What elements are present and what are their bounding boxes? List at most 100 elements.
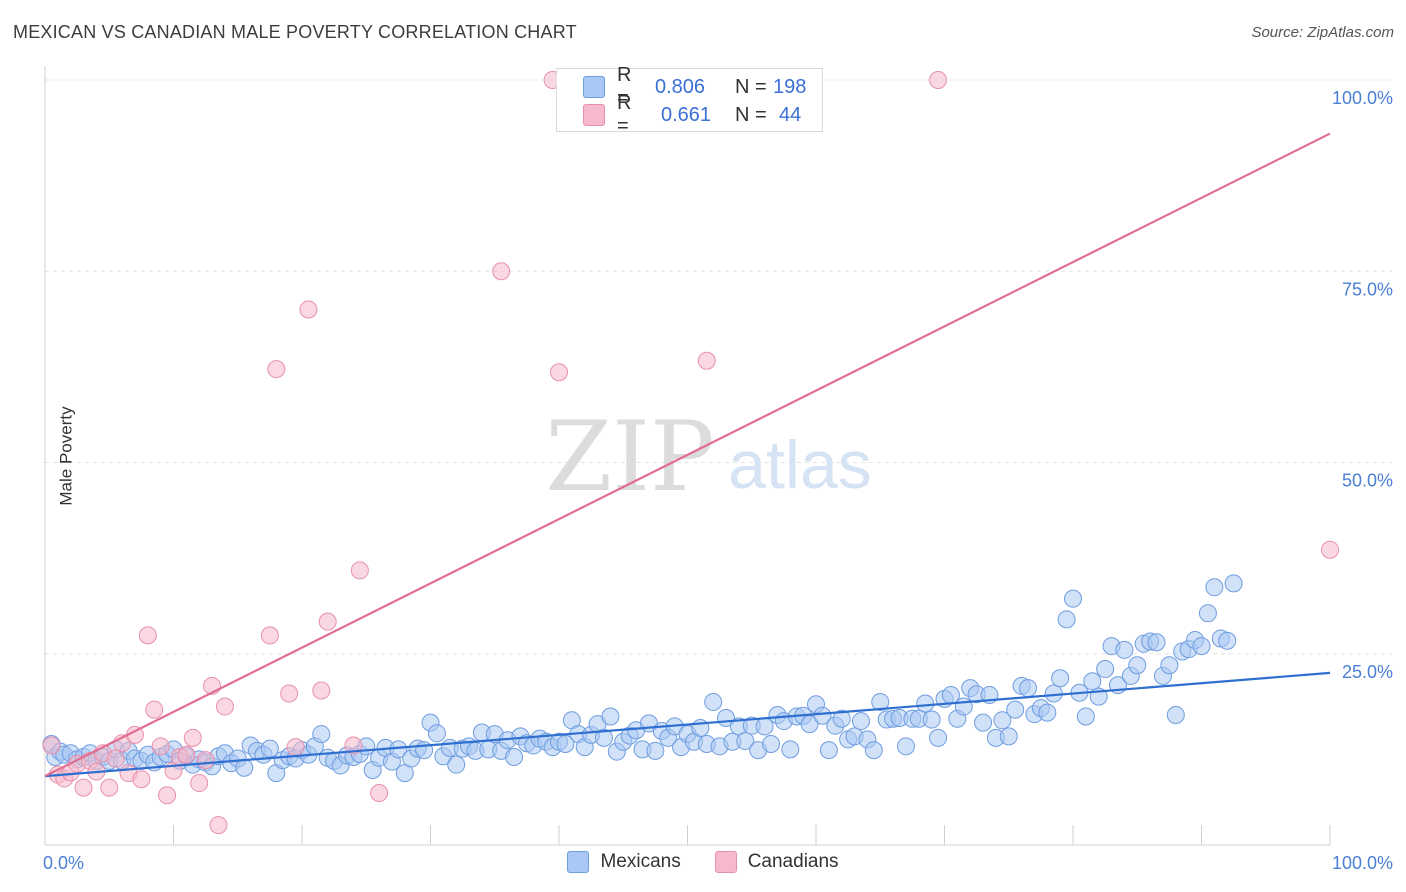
legend-r-value: 0.661 (661, 103, 712, 126)
watermark-atlas: atlas (728, 427, 872, 503)
mexicans-point-168 (1115, 640, 1134, 659)
mexicans-point-163 (1083, 672, 1102, 691)
tick-labels: 25.0% 50.0% 75.0% 100.0% 0.0% 100.0% (43, 88, 1393, 873)
y-axis-label: Male Poverty (56, 406, 76, 506)
mexicans-point-159 (1057, 610, 1076, 629)
canadians-point-23 (190, 774, 209, 793)
mexicans-point-121 (813, 706, 832, 725)
canadians-point-32 (299, 300, 318, 319)
mexicans-point-104 (704, 692, 723, 711)
y-tick-label-3: 100.0% (1332, 88, 1393, 108)
canadians-point-40 (550, 363, 568, 382)
mexicans-point-170 (1128, 656, 1147, 675)
mexicans-point-151 (1006, 700, 1025, 719)
canadians-point-18 (158, 786, 177, 805)
mexicans-point-149 (993, 711, 1012, 730)
x-tick-label-0: 0.0% (43, 853, 84, 873)
mexicans-point-113 (762, 735, 781, 754)
series-swatch-mexicans (567, 851, 590, 873)
canadians-point-30 (280, 684, 299, 703)
canadians-trendline (44, 132, 1331, 778)
y-tick-label-0: 25.0% (1342, 662, 1393, 682)
mexicans-point-180 (1192, 637, 1211, 656)
legend-row-mexicans: R = 0.806 N = 198 (557, 64, 807, 109)
canadians-point-21 (177, 745, 196, 764)
mexicans-point-181 (1198, 604, 1217, 623)
canadians-point-31 (286, 738, 305, 757)
trend-lines (44, 132, 1331, 778)
canadians-point-10 (106, 749, 125, 768)
mexicans-point-127 (851, 712, 870, 731)
watermark: ZIP atlas (545, 401, 871, 513)
mexicans-point-64 (447, 755, 466, 774)
stats-legend: R = 0.806 N = 198 R = 0.661 N = 44 (556, 64, 823, 137)
canadians-point-43 (1321, 540, 1339, 559)
canadians-point-0 (42, 736, 61, 755)
legend-swatch-mexicans (583, 76, 605, 98)
legend-n-label: N = (735, 103, 767, 126)
x-tick-label-1: 100.0% (1332, 853, 1393, 873)
mexicans-point-109 (736, 731, 755, 750)
series-label-mexicans: Mexicans (600, 851, 681, 872)
canadians-point-36 (350, 561, 369, 580)
mexicans-trendline (44, 671, 1331, 778)
mexicans-point-158 (1051, 669, 1070, 688)
legend-r-label: R = (617, 64, 632, 109)
canadians-point-28 (260, 626, 279, 645)
mexicans-point-116 (781, 740, 800, 759)
chart-title: MEXICAN VS CANADIAN MALE POVERTY CORRELA… (13, 22, 577, 42)
canadians-point-16 (145, 700, 164, 719)
series-label-canadians: Canadians (747, 851, 839, 872)
mexicans-point-162 (1076, 707, 1095, 726)
mexicans-point-88 (601, 707, 620, 726)
legend-n-value: 44 (779, 103, 802, 126)
mexicans-point-146 (974, 713, 993, 732)
axes (44, 66, 1331, 846)
watermark-zip: ZIP (545, 401, 714, 513)
mexicans-point-95 (646, 741, 665, 760)
mexicans-point-143 (954, 697, 973, 716)
mexicans-point-130 (871, 692, 890, 711)
canadians-point-42 (929, 71, 948, 89)
mexicans-point-81 (556, 735, 575, 754)
legend-swatch-canadians (583, 104, 605, 126)
mexicans-point-153 (1019, 679, 1038, 698)
mexicans-point-122 (819, 741, 838, 760)
canadians-point-29 (267, 360, 286, 379)
legend-row-canadians: R = 0.661 N = 44 (557, 92, 802, 137)
mexicans-point-134 (896, 737, 915, 756)
mexicans-point-173 (1147, 633, 1166, 652)
y-tick-label-1: 50.0% (1342, 471, 1393, 491)
legend-n-value: 198 (773, 75, 807, 98)
mexicans-point-150 (999, 727, 1018, 746)
mexicans-point-138 (922, 710, 941, 729)
legend-r-label: R = (617, 92, 632, 137)
canadians-point-27 (215, 697, 234, 716)
source-label: Source: ZipAtlas.com (1251, 24, 1394, 41)
canadians-point-33 (312, 681, 331, 700)
mexicans-point-156 (1038, 703, 1057, 722)
series-legend-mexicans[interactable]: Mexicans (567, 851, 681, 873)
legend-n-label: N = (735, 75, 767, 98)
legend-r-value: 0.806 (655, 75, 706, 98)
mexicans-point-137 (916, 694, 935, 713)
series-legend-canadians[interactable]: Canadians (714, 851, 839, 873)
mexicans-point-184 (1218, 631, 1237, 650)
mexicans-point-43 (312, 725, 331, 744)
mexicans-point-175 (1160, 656, 1179, 675)
canadians-point-41 (697, 351, 716, 370)
canadians-point-17 (151, 737, 170, 756)
canadians-point-34 (318, 612, 337, 631)
mexicans-point-73 (505, 748, 524, 767)
canadians-point-24 (196, 751, 215, 770)
mexicans-point-139 (929, 728, 948, 747)
mexicans-point-160 (1064, 589, 1082, 608)
mexicans-point-129 (864, 741, 883, 760)
canadians-point-38 (492, 262, 511, 281)
mexicans-point-182 (1205, 578, 1224, 597)
canadians-point-26 (209, 816, 228, 835)
mexicans-point-61 (427, 724, 446, 743)
mexicans-point-185 (1224, 574, 1243, 593)
mexicans-point-176 (1166, 705, 1185, 724)
